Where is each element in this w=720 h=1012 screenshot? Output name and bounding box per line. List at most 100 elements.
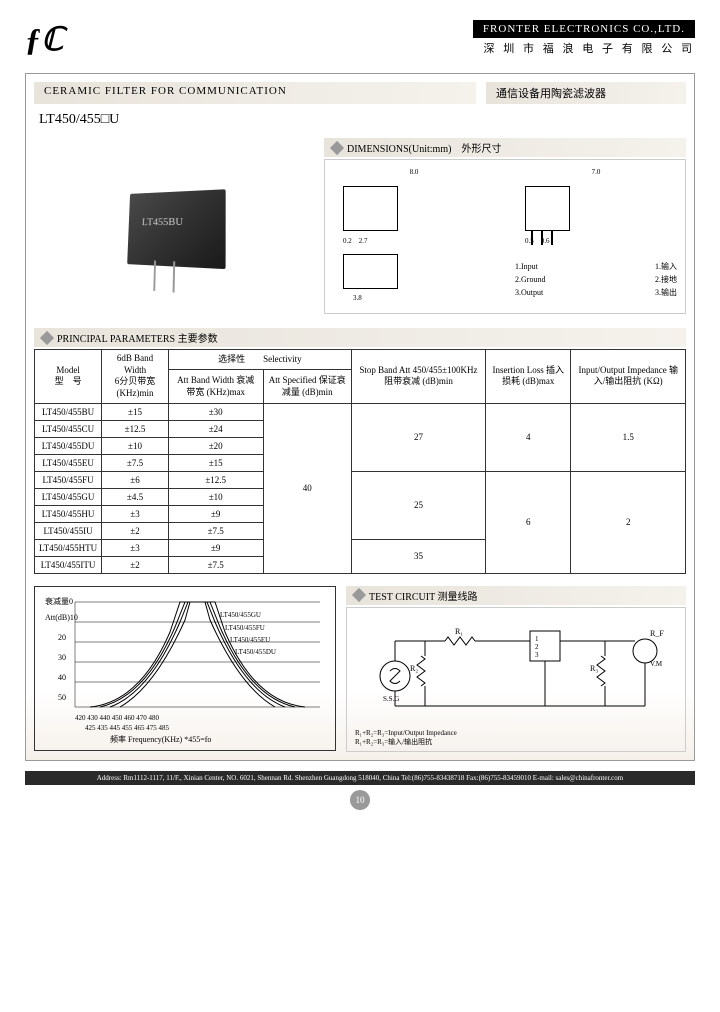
table-cell: 4 <box>486 403 571 471</box>
col-bw: 6dB Band Width6分贝带宽 (KHz)min <box>102 350 169 404</box>
params-table: Model型 号 6dB Band Width6分贝带宽 (KHz)min 选择… <box>34 349 686 574</box>
table-cell: 25 <box>351 471 485 539</box>
logo: ƒℂ <box>25 20 63 58</box>
company-name: FRONTER ELECTRONICS CO.,LTD. <box>473 20 695 38</box>
col-imp: Input/Output Impedance 输入/输出阻抗 (KΩ) <box>571 350 686 404</box>
part-number: LT450/455□U <box>39 112 686 128</box>
dim-d3: 3.8 <box>353 294 495 302</box>
svg-text:R_F: R_F <box>650 629 664 638</box>
table-cell: ±4.5 <box>102 488 169 505</box>
table-cell: ±9 <box>168 539 263 556</box>
table-cell: 1.5 <box>571 403 686 471</box>
title-cn: 通信设备用陶瓷滤波器 <box>486 82 686 104</box>
table-cell: LT450/455CU <box>35 420 102 437</box>
table-cell: ±3 <box>102 539 169 556</box>
table-cell: ±9 <box>168 505 263 522</box>
table-cell: ±15 <box>102 403 169 420</box>
dimensions-title: DIMENSIONS(Unit:mm) 外形尺寸 <box>347 140 501 155</box>
svg-text:R₁: R₁ <box>455 627 463 636</box>
title-en: CERAMIC FILTER FOR COMMUNICATION <box>34 82 476 104</box>
svg-text:LT450/455FU: LT450/455FU <box>225 624 265 632</box>
table-cell: LT450/455EU <box>35 454 102 471</box>
svg-text:30: 30 <box>58 653 66 662</box>
table-cell: ±10 <box>168 488 263 505</box>
svg-text:3: 3 <box>535 651 539 659</box>
dim-d1: 0.2 2.7 <box>343 236 495 246</box>
table-cell: ±2 <box>102 522 169 539</box>
col-att-spec: Att Specified 保证衰减量 (dB)min <box>263 370 351 403</box>
svg-text:R₃: R₃ <box>590 664 598 673</box>
svg-text:Att(dB)10: Att(dB)10 <box>45 613 78 622</box>
company-block: FRONTER ELECTRONICS CO.,LTD. 深 圳 市 福 浪 电… <box>473 20 695 56</box>
col-att-bw: Att Band Width 衰减带宽 (KHz)max <box>168 370 263 403</box>
diamond-icon <box>330 140 344 154</box>
table-cell: LT450/455DU <box>35 437 102 454</box>
table-cell: ±7.5 <box>168 556 263 573</box>
svg-text:R₂: R₂ <box>410 664 418 673</box>
table-cell: LT450/455HTU <box>35 539 102 556</box>
svg-text:衰减量0: 衰减量0 <box>45 596 73 606</box>
table-cell: LT450/455ITU <box>35 556 102 573</box>
table-cell: ±12.5 <box>168 471 263 488</box>
table-cell: 35 <box>351 539 485 573</box>
pin-list: 1.Input1.输入 2.Ground2.接地 3.Output3.输出 <box>515 261 677 299</box>
col-model: Model型 号 <box>35 350 102 404</box>
graph-svg: 衰减量0 Att(dB)10 20 30 40 50 <box>40 592 330 747</box>
table-cell: ±15 <box>168 454 263 471</box>
dim-w1: 8.0 <box>333 168 495 176</box>
table-cell: ±12.5 <box>102 420 169 437</box>
page-header: ƒℂ FRONTER ELECTRONICS CO.,LTD. 深 圳 市 福 … <box>25 20 695 58</box>
svg-text:420 430 440 450 460 470: 420 430 440 450 460 470 480 <box>75 714 160 722</box>
table-cell: ±3 <box>102 505 169 522</box>
table-cell: ±20 <box>168 437 263 454</box>
dim-d4: 0.5 0.6 <box>525 236 677 246</box>
table-cell: ±2 <box>102 556 169 573</box>
circuit-title: TEST CIRCUIT 测量线路 <box>369 588 478 603</box>
table-cell: 27 <box>351 403 485 471</box>
svg-text:频率 Frequency(KHz) *455=fo: 频率 Frequency(KHz) *455=fo <box>110 734 211 744</box>
company-sub: 深 圳 市 福 浪 电 子 有 限 公 司 <box>473 40 695 56</box>
svg-text:S.S.G: S.S.G <box>383 695 399 703</box>
svg-text:LT450/455GU: LT450/455GU <box>220 611 261 619</box>
table-cell: ±7.5 <box>102 454 169 471</box>
table-cell: ±30 <box>168 403 263 420</box>
circuit-diagram: 1 2 3 <box>346 607 686 752</box>
svg-text:20: 20 <box>58 633 66 642</box>
table-cell: LT450/455IU <box>35 522 102 539</box>
col-stop: Stop Band Att 450/455±100KHz 阻带衰减 (dB)mi… <box>351 350 485 404</box>
footer-address: Address: Rm1112-1117, 11/F., Xinian Cent… <box>25 771 695 785</box>
svg-text:LT450/455EU: LT450/455EU <box>230 636 270 644</box>
page-number: 10 <box>25 790 695 810</box>
product-image <box>34 138 314 318</box>
col-sel: 选择性 Selectivity <box>168 350 351 370</box>
circuit-header: TEST CIRCUIT 测量线路 <box>346 586 686 605</box>
dimensions-drawing: 8.0 0.2 2.7 3.8 7.0 0.5 0.6 1.Input1.输入 <box>324 159 686 314</box>
svg-text:1: 1 <box>535 635 539 643</box>
diamond-icon <box>352 588 366 602</box>
main-content: CERAMIC FILTER FOR COMMUNICATION 通信设备用陶瓷… <box>25 73 695 761</box>
table-cell: LT450/455HU <box>35 505 102 522</box>
table-cell: LT450/455BU <box>35 403 102 420</box>
table-cell: ±10 <box>102 437 169 454</box>
svg-text:V.M: V.M <box>650 660 663 668</box>
svg-text:425 435 445 455 465 475: 425 435 445 455 465 475 485 <box>85 724 170 732</box>
table-cell: 40 <box>263 403 351 573</box>
dimensions-header: DIMENSIONS(Unit:mm) 外形尺寸 <box>324 138 686 157</box>
table-cell: ±7.5 <box>168 522 263 539</box>
circuit-note2: R₁+R₂=R₃=输入/输出阻抗 <box>355 737 677 747</box>
params-header: PRINCIPAL PARAMETERS 主要参数 <box>34 328 686 347</box>
component-render <box>127 189 226 269</box>
params-title: PRINCIPAL PARAMETERS 主要参数 <box>57 330 218 345</box>
page-num-circle: 10 <box>350 790 370 810</box>
table-cell: ±24 <box>168 420 263 437</box>
table-cell: ±6 <box>102 471 169 488</box>
table-cell: 2 <box>571 471 686 573</box>
diamond-icon <box>40 330 54 344</box>
svg-text:2: 2 <box>535 643 539 651</box>
svg-text:LT450/455DU: LT450/455DU <box>235 648 276 656</box>
circuit-note1: R₁+R₂=R₃=Input/Output Impedance <box>355 729 677 737</box>
col-loss: Insertion Loss 插入损耗 (dB)max <box>486 350 571 404</box>
svg-text:50: 50 <box>58 693 66 702</box>
attenuation-graph: 衰减量0 Att(dB)10 20 30 40 50 <box>34 586 336 751</box>
table-cell: 6 <box>486 471 571 573</box>
